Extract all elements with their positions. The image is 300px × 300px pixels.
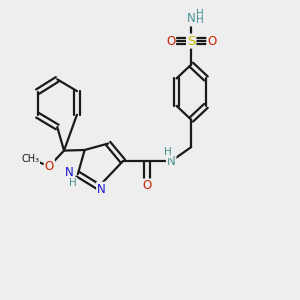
Text: H: H <box>196 15 204 26</box>
Text: O: O <box>142 179 152 192</box>
Text: O: O <box>166 34 175 48</box>
Text: N: N <box>65 166 74 179</box>
Text: O: O <box>207 34 217 48</box>
Text: H: H <box>69 178 76 188</box>
Text: N: N <box>97 183 106 196</box>
Text: N: N <box>187 13 196 26</box>
Text: H: H <box>164 147 172 158</box>
Text: O: O <box>45 160 54 173</box>
Text: CH₃: CH₃ <box>21 154 39 164</box>
Text: H: H <box>196 9 204 19</box>
Text: S: S <box>187 34 195 48</box>
Text: N: N <box>167 155 176 168</box>
